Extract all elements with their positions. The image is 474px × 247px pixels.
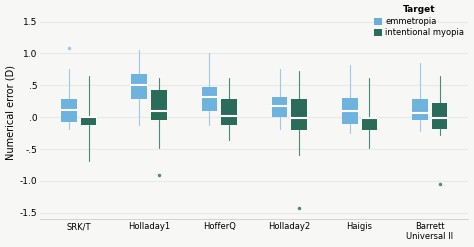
FancyBboxPatch shape <box>432 103 447 129</box>
FancyBboxPatch shape <box>292 99 307 130</box>
FancyBboxPatch shape <box>131 74 147 99</box>
Y-axis label: Numerical error (D): Numerical error (D) <box>6 65 16 160</box>
FancyBboxPatch shape <box>412 99 428 120</box>
FancyBboxPatch shape <box>201 87 217 111</box>
FancyBboxPatch shape <box>272 97 287 117</box>
Legend: emmetropia, intentional myopia: emmetropia, intentional myopia <box>374 5 464 38</box>
FancyBboxPatch shape <box>362 117 377 130</box>
FancyBboxPatch shape <box>81 117 96 125</box>
FancyBboxPatch shape <box>61 99 77 122</box>
FancyBboxPatch shape <box>342 98 357 124</box>
FancyBboxPatch shape <box>221 99 237 125</box>
FancyBboxPatch shape <box>151 90 166 120</box>
